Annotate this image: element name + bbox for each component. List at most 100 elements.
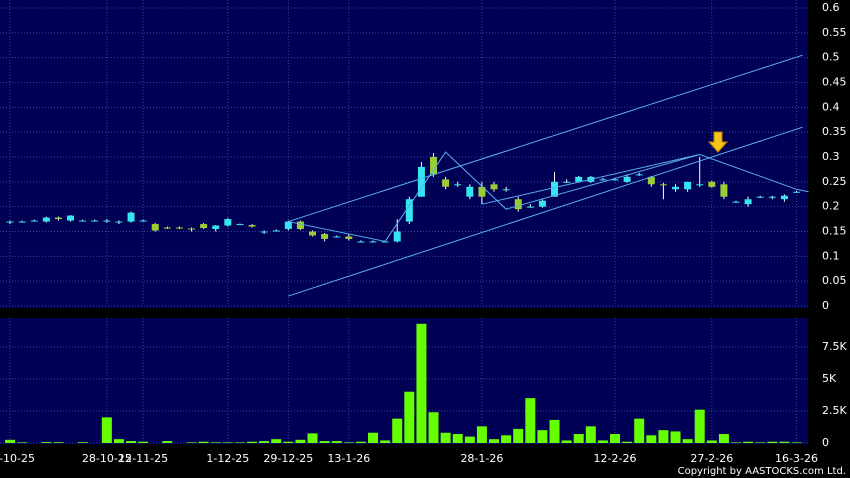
candle-body bbox=[79, 220, 87, 222]
candle-body bbox=[54, 217, 62, 220]
candle-body bbox=[720, 184, 728, 197]
y-tick-label: 0.5 bbox=[822, 51, 840, 64]
candle-body bbox=[6, 221, 14, 223]
candle-body bbox=[478, 186, 486, 197]
candle-body bbox=[563, 181, 571, 183]
volume-bar bbox=[791, 442, 802, 443]
volume-bar bbox=[743, 441, 754, 443]
price-panel bbox=[0, 0, 808, 308]
volume-bar bbox=[610, 434, 621, 443]
volume-bar bbox=[5, 439, 16, 443]
volume-bar bbox=[464, 436, 475, 443]
candle-body bbox=[514, 199, 522, 210]
candle-body bbox=[151, 224, 159, 231]
candle-body bbox=[599, 179, 607, 181]
candle-body bbox=[696, 184, 704, 186]
volume-bar bbox=[392, 418, 403, 443]
candle-body bbox=[345, 236, 353, 239]
x-tick-label: 29-12-25 bbox=[263, 452, 313, 465]
volume-bar bbox=[452, 434, 463, 443]
volume-bar bbox=[259, 441, 270, 443]
volume-bar bbox=[561, 440, 572, 443]
candle-body bbox=[768, 196, 776, 198]
trend-line bbox=[288, 54, 803, 223]
y-tick-label: 0.55 bbox=[822, 26, 847, 39]
volume-bar bbox=[307, 433, 318, 443]
volume-bar bbox=[319, 441, 330, 443]
volume-bar bbox=[283, 441, 294, 443]
y-tick-label: 0.6 bbox=[822, 1, 840, 14]
volume-bar bbox=[126, 441, 137, 443]
candle-body bbox=[236, 224, 244, 226]
x-tick-label: 13-1-26 bbox=[327, 452, 370, 465]
candle-body bbox=[321, 233, 329, 239]
candle-body bbox=[188, 228, 196, 230]
candle-body bbox=[67, 215, 75, 221]
volume-panel bbox=[0, 318, 808, 444]
volume-bar bbox=[501, 435, 512, 443]
volume-bar bbox=[440, 432, 451, 443]
volume-bar bbox=[622, 441, 633, 443]
y-tick-label: 0.2 bbox=[822, 200, 840, 213]
volume-bar bbox=[428, 412, 439, 443]
candle-body bbox=[417, 166, 425, 197]
volume-bar bbox=[779, 441, 790, 443]
candle-body bbox=[248, 225, 256, 227]
candle-body bbox=[756, 196, 764, 198]
volume-bar bbox=[210, 442, 221, 443]
candle-body bbox=[30, 220, 38, 222]
candle-body bbox=[490, 184, 498, 190]
volume-bar bbox=[368, 432, 379, 443]
volume-bar bbox=[331, 441, 342, 443]
candle-body bbox=[405, 199, 413, 222]
volume-bar bbox=[247, 441, 258, 443]
candle-body bbox=[526, 206, 534, 208]
candle-body bbox=[139, 220, 147, 222]
candle-body bbox=[357, 241, 365, 243]
volume-bar bbox=[718, 434, 729, 443]
candle-body bbox=[538, 200, 546, 207]
candle-body bbox=[732, 201, 740, 203]
candle-body bbox=[224, 219, 232, 226]
volume-bar bbox=[162, 441, 173, 443]
volume-bar bbox=[585, 426, 596, 443]
y2-tick-label: 2.5K bbox=[822, 404, 847, 417]
volume-bar bbox=[416, 323, 427, 443]
candle-body bbox=[309, 231, 317, 236]
candle-body bbox=[369, 241, 377, 243]
candle-body bbox=[103, 220, 111, 222]
candle-body bbox=[442, 179, 450, 187]
candle-body bbox=[393, 231, 401, 242]
volume-bar bbox=[694, 409, 705, 443]
volume-bar bbox=[380, 440, 391, 443]
y-tick-label: 0.3 bbox=[822, 150, 840, 163]
candle-body bbox=[200, 224, 208, 229]
volume-bar bbox=[343, 442, 354, 443]
volume-bar bbox=[476, 426, 487, 443]
candle-body bbox=[659, 184, 667, 186]
candle-body bbox=[284, 221, 292, 230]
candle-body bbox=[115, 221, 123, 223]
volume-bar bbox=[101, 417, 112, 443]
volume-bar bbox=[597, 440, 608, 443]
candle-body bbox=[672, 186, 680, 190]
copyright: Copyright by AASTOCKS.com Ltd. bbox=[678, 466, 846, 477]
trend-line bbox=[288, 126, 803, 297]
y2-tick-label: 0 bbox=[822, 436, 829, 449]
x-tick-label: 12-2-26 bbox=[594, 452, 637, 465]
y-tick-label: 0.05 bbox=[822, 274, 847, 287]
volume-bar bbox=[271, 439, 282, 443]
volume-bar bbox=[706, 440, 717, 443]
candle-body bbox=[684, 181, 692, 190]
volume-bar bbox=[198, 441, 209, 443]
candle-body bbox=[623, 176, 631, 182]
x-tick-label: 16-3-26 bbox=[775, 452, 818, 465]
plot: 0 0.05 0.1 0.15 0.2 0.25 0.3 0.35 0.4 0.45 0.5 0.55… bbox=[0, 0, 847, 465]
x-tick-label: 28-10-25 bbox=[82, 452, 132, 465]
volume-bar bbox=[513, 428, 524, 443]
volume-bar bbox=[53, 442, 64, 443]
candle-body bbox=[466, 186, 474, 197]
candle-body bbox=[175, 227, 183, 229]
volume-bar bbox=[658, 430, 669, 443]
